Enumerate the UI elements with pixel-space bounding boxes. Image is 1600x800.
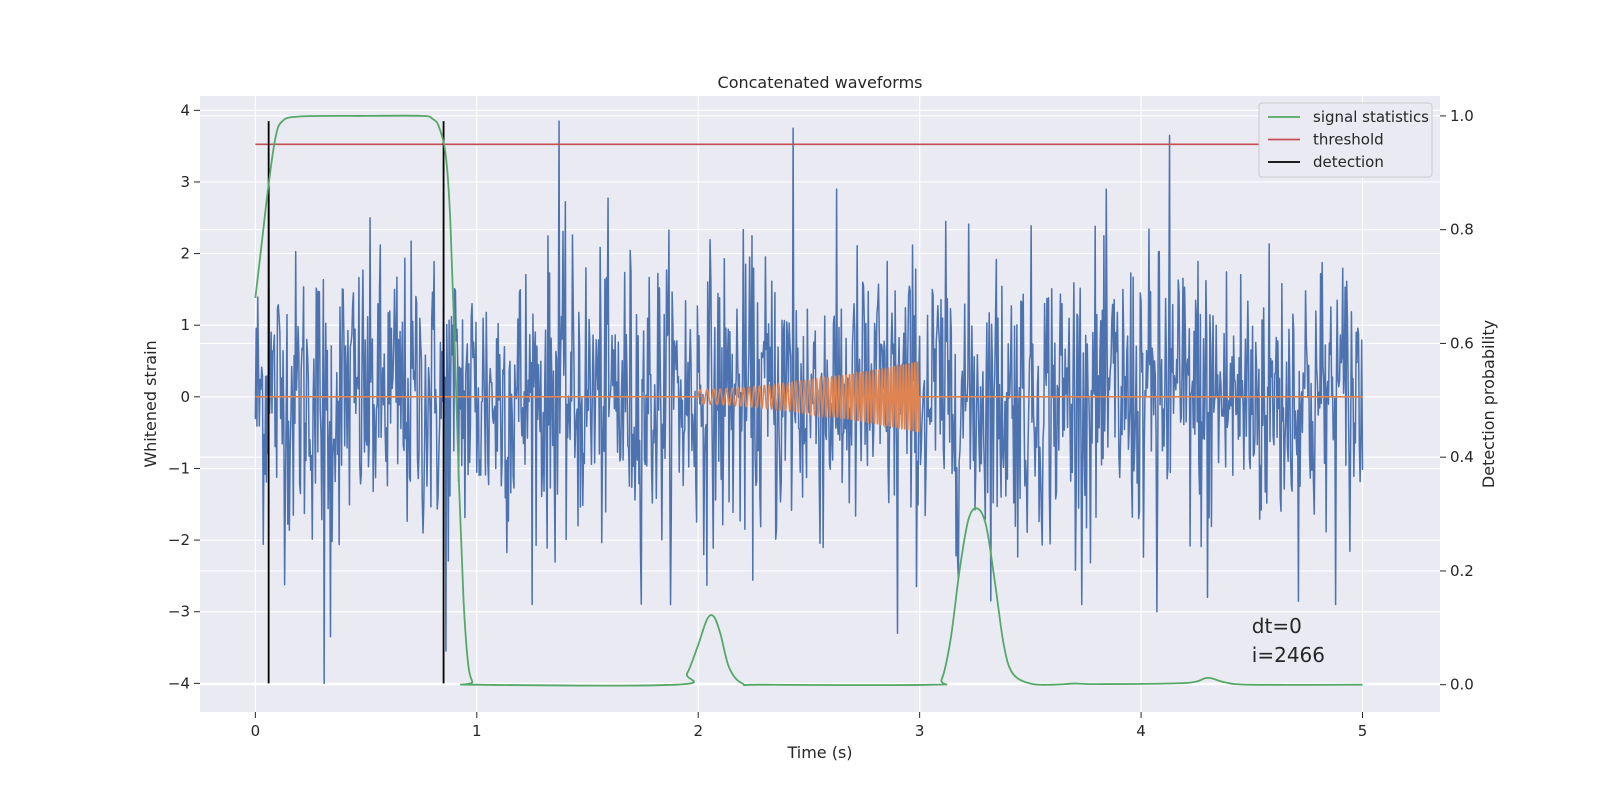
x-tick-label: 2 [693, 722, 703, 740]
legend-label: detection [1313, 153, 1384, 171]
annotation-text: i=2466 [1252, 643, 1325, 667]
y2-tick-label: 0.8 [1450, 221, 1474, 239]
detection-series [267, 121, 445, 684]
y2-tick-label: 0.2 [1450, 562, 1474, 580]
x-tick-label: 1 [472, 722, 482, 740]
legend: signal statistics threshold detection [1258, 102, 1433, 178]
y-tick-label: 3 [180, 173, 190, 191]
x-tick-label: 3 [915, 722, 925, 740]
chart-title: Concatenated waveforms [718, 73, 923, 92]
x-tick-label: 0 [251, 722, 261, 740]
y2-tick-label: 0.0 [1450, 676, 1474, 694]
y2-tick-label: 0.4 [1450, 448, 1474, 466]
y-tick-label: −4 [168, 674, 190, 692]
y-tick-label: 2 [180, 245, 190, 263]
chirp-line [255, 361, 1363, 433]
signal-statistics-series [254, 114, 1363, 687]
legend-label: threshold [1313, 131, 1384, 149]
x-tick-label: 4 [1136, 722, 1146, 740]
legend-label: signal statistics [1313, 108, 1429, 126]
y-tick-label: 4 [180, 101, 190, 119]
y-tick-label: −2 [168, 531, 190, 549]
chirp-series [255, 361, 1363, 433]
y-tick-label: 1 [180, 316, 190, 334]
y-tick-label: 0 [180, 388, 190, 406]
x-axis-label: Time (s) [786, 743, 852, 762]
y2-axis-label: Detection probability [1479, 320, 1498, 488]
legend-box [1258, 102, 1433, 178]
y2-tick-label: 1.0 [1450, 107, 1474, 125]
y-tick-label: −3 [168, 603, 190, 621]
annotation-text: dt=0 [1252, 614, 1302, 638]
y-tick-label: −1 [168, 459, 190, 477]
annotations: dt=0 i=2466 [1252, 614, 1325, 667]
y-axis-label: Whitened strain [141, 340, 160, 467]
signal-statistics-line [254, 114, 1363, 687]
ticks: 0 1 2 3 4 5 −4 −3 −2 −1 0 1 2 3 4 0.0 0.2 0.4 0.6 0.8 1.0 [168, 101, 1474, 740]
y2-tick-label: 0.6 [1450, 334, 1474, 352]
x-tick-label: 5 [1358, 722, 1368, 740]
